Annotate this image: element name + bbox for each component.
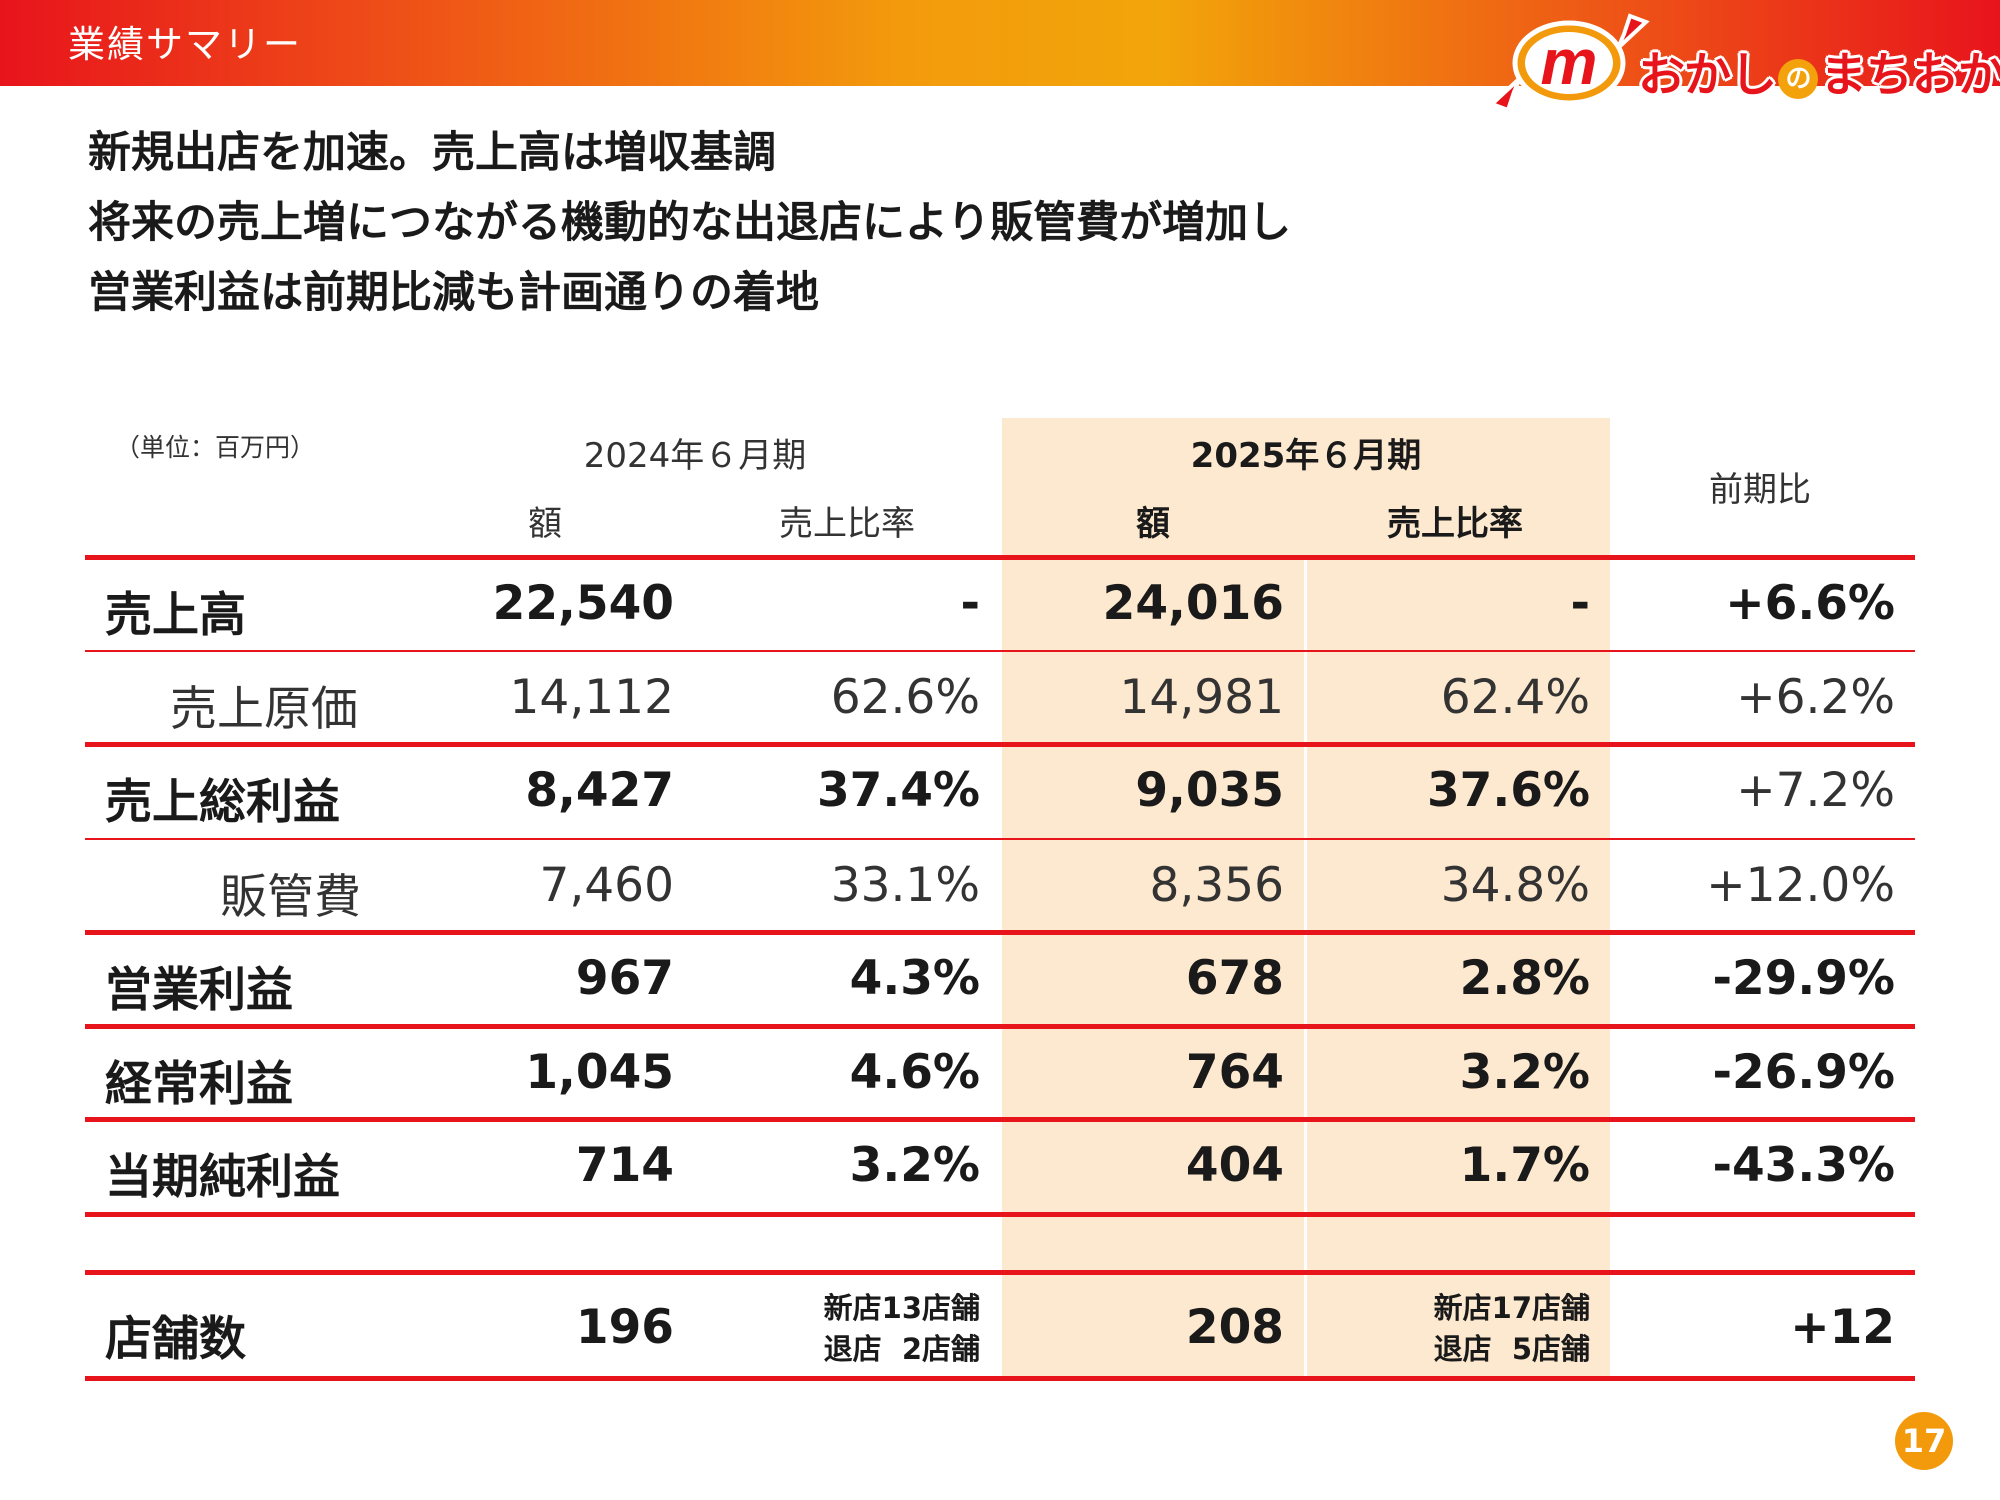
curr-new-stores: 新店17店舗 <box>1433 1291 1590 1325</box>
table-rule <box>85 555 1915 560</box>
headline: 新規出店を加速。売上高は増収基調 将来の売上増につながる機動的な出退店により販管… <box>88 118 1291 328</box>
cell-curr-ratio: 34.8% <box>1440 858 1590 913</box>
header-prev-ratio: 売上比率 <box>779 504 915 544</box>
cell-prev-ratio: 37.4% <box>816 763 980 818</box>
row-label-operating-income: 営業利益 <box>105 963 293 1018</box>
header-bar <box>0 0 2000 86</box>
row-label-ordinary-income: 経常利益 <box>105 1057 293 1112</box>
header-prev-amount: 額 <box>528 504 562 544</box>
cell-prev-ratio: - <box>960 576 980 631</box>
table-rule <box>85 930 1915 935</box>
header-prev-period: 2024年６月期 <box>583 436 807 476</box>
table-rule <box>85 650 1915 652</box>
cell-prev-store-count: 196 <box>575 1300 674 1355</box>
table-rule <box>85 1376 1915 1381</box>
cell-yoy: -43.3% <box>1712 1138 1895 1193</box>
cell-yoy: +7.2% <box>1736 763 1895 818</box>
header-curr-amount: 額 <box>1136 504 1170 544</box>
headline-line-3: 営業利益は前期比減も計画通りの着地 <box>88 268 819 318</box>
curr-closed-stores: 退店 5店舗 <box>1433 1332 1590 1366</box>
prev-store-changes: 新店13店舗 退店 2店舗 <box>750 1288 980 1370</box>
prev-closed-stores: 退店 2店舗 <box>823 1332 980 1366</box>
cell-prev-amount: 1,045 <box>525 1045 674 1100</box>
headline-line-2: 将来の売上増につながる機動的な出退店により販管費が増加し <box>88 198 1292 248</box>
cell-prev-ratio: 4.3% <box>849 951 980 1006</box>
cell-prev-amount: 967 <box>575 951 674 1006</box>
table-rule <box>85 742 1915 747</box>
cell-curr-amount: 24,016 <box>1102 576 1284 631</box>
cell-prev-ratio: 3.2% <box>849 1138 980 1193</box>
cell-store-yoy: +12 <box>1790 1300 1895 1355</box>
cell-curr-ratio: 3.2% <box>1459 1045 1590 1100</box>
cell-curr-amount: 14,981 <box>1119 670 1284 725</box>
header-curr-period: 2025年６月期 <box>1190 436 1422 476</box>
column-separator <box>1304 560 1307 1378</box>
cell-prev-amount: 14,112 <box>509 670 674 725</box>
svg-text:m: m <box>1541 26 1598 98</box>
table-rule <box>85 838 1915 840</box>
cell-curr-ratio: 2.8% <box>1459 951 1590 1006</box>
table-rule <box>85 1270 1915 1275</box>
cell-yoy: +6.6% <box>1725 576 1895 631</box>
company-logo: m おかしのまちおか <box>1488 8 2000 118</box>
cell-prev-amount: 8,427 <box>525 763 674 818</box>
cell-curr-ratio: 1.7% <box>1459 1138 1590 1193</box>
header-yoy: 前期比 <box>1709 470 1811 510</box>
cell-yoy: -29.9% <box>1712 951 1895 1006</box>
page-number: 17 <box>1895 1412 1953 1470</box>
table-rule <box>85 1024 1915 1029</box>
cell-curr-ratio: - <box>1570 576 1590 631</box>
table-rule <box>85 1117 1915 1122</box>
row-label-sales: 売上高 <box>105 588 246 643</box>
cell-yoy: +12.0% <box>1706 858 1895 913</box>
cell-curr-amount: 678 <box>1185 951 1284 1006</box>
cell-prev-amount: 714 <box>575 1138 674 1193</box>
cell-yoy: +6.2% <box>1736 670 1895 725</box>
row-label-gross-profit: 売上総利益 <box>105 775 340 830</box>
row-label-stores: 店舗数 <box>105 1312 246 1367</box>
page-title: 業績サマリー <box>68 23 302 66</box>
cell-curr-amount: 404 <box>1185 1138 1284 1193</box>
cell-prev-amount: 7,460 <box>539 858 674 913</box>
cell-prev-ratio: 62.6% <box>830 670 980 725</box>
cell-curr-amount: 764 <box>1185 1045 1284 1100</box>
cell-curr-ratio: 37.6% <box>1426 763 1590 818</box>
row-label-net-income: 当期純利益 <box>105 1150 340 1205</box>
curr-store-changes: 新店17店舗 退店 5店舗 <box>1360 1288 1590 1370</box>
header-curr-ratio: 売上比率 <box>1387 504 1523 544</box>
candy-logo-icon: m <box>1488 13 1650 113</box>
cell-curr-store-count: 208 <box>1185 1300 1284 1355</box>
row-label-sga: 販管費 <box>220 870 361 925</box>
cell-curr-ratio: 62.4% <box>1440 670 1590 725</box>
cell-curr-amount: 8,356 <box>1149 858 1284 913</box>
table-rule <box>85 1212 1915 1217</box>
cell-prev-ratio: 33.1% <box>830 858 980 913</box>
headline-line-1: 新規出店を加速。売上高は増収基調 <box>88 128 776 178</box>
logo-wordmark: おかしのまちおか <box>1638 48 2000 103</box>
prev-new-stores: 新店13店舗 <box>823 1291 980 1325</box>
cell-prev-amount: 22,540 <box>492 576 674 631</box>
cell-curr-amount: 9,035 <box>1135 763 1284 818</box>
row-label-cogs: 売上原価 <box>170 682 358 737</box>
cell-prev-ratio: 4.6% <box>849 1045 980 1100</box>
cell-yoy: -26.9% <box>1712 1045 1895 1100</box>
unit-label: （単位：百万円） <box>115 433 316 462</box>
